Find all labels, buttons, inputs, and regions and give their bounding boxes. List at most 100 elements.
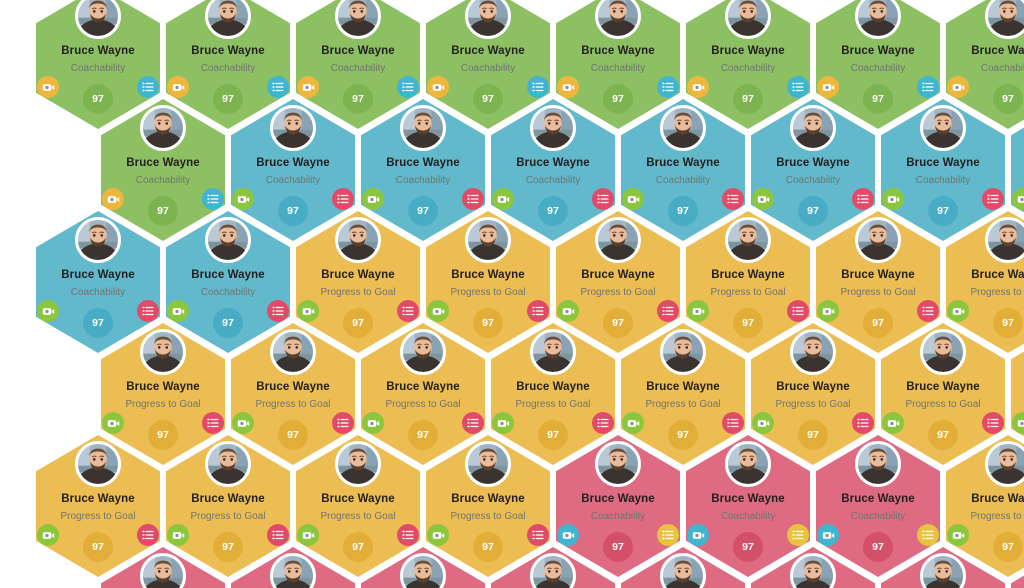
- avatar[interactable]: [270, 329, 316, 375]
- camera-badge-button[interactable]: [232, 188, 254, 210]
- camera-badge-button[interactable]: [362, 412, 384, 434]
- avatar[interactable]: [335, 0, 381, 39]
- camera-badge-button[interactable]: [297, 300, 319, 322]
- avatar[interactable]: [855, 217, 901, 263]
- score-badge[interactable]: 97: [928, 196, 958, 226]
- score-badge[interactable]: 97: [213, 532, 243, 562]
- score-badge[interactable]: 97: [928, 420, 958, 450]
- camera-badge-button[interactable]: [752, 412, 774, 434]
- score-badge[interactable]: 97: [213, 308, 243, 338]
- avatar[interactable]: [855, 0, 901, 39]
- camera-badge-button[interactable]: [817, 76, 839, 98]
- list-badge-button[interactable]: [267, 524, 289, 546]
- list-badge-button[interactable]: [267, 76, 289, 98]
- avatar[interactable]: [985, 217, 1024, 263]
- list-badge-button[interactable]: [137, 524, 159, 546]
- score-badge[interactable]: 97: [733, 84, 763, 114]
- list-badge-button[interactable]: [657, 76, 679, 98]
- list-badge-button[interactable]: [397, 524, 419, 546]
- list-badge-button[interactable]: [202, 412, 224, 434]
- camera-badge-button[interactable]: [687, 300, 709, 322]
- avatar[interactable]: [790, 329, 836, 375]
- camera-badge-button[interactable]: [492, 188, 514, 210]
- avatar[interactable]: [660, 553, 706, 588]
- camera-badge-button[interactable]: [947, 76, 969, 98]
- score-badge[interactable]: 97: [993, 84, 1023, 114]
- avatar[interactable]: [270, 105, 316, 151]
- list-badge-button[interactable]: [657, 524, 679, 546]
- camera-badge-button[interactable]: [427, 300, 449, 322]
- avatar[interactable]: [400, 553, 446, 588]
- list-badge-button[interactable]: [917, 300, 939, 322]
- score-badge[interactable]: 97: [408, 420, 438, 450]
- list-badge-button[interactable]: [982, 188, 1004, 210]
- list-badge-button[interactable]: [982, 412, 1004, 434]
- list-badge-button[interactable]: [787, 300, 809, 322]
- camera-badge-button[interactable]: [882, 412, 904, 434]
- camera-badge-button[interactable]: [947, 300, 969, 322]
- score-badge[interactable]: 97: [148, 420, 178, 450]
- score-badge[interactable]: 97: [343, 308, 373, 338]
- camera-badge-button[interactable]: [362, 188, 384, 210]
- avatar[interactable]: [400, 105, 446, 151]
- avatar[interactable]: [75, 217, 121, 263]
- camera-badge-button[interactable]: [167, 76, 189, 98]
- score-badge[interactable]: 97: [603, 308, 633, 338]
- camera-badge-button[interactable]: [687, 524, 709, 546]
- avatar[interactable]: [790, 105, 836, 151]
- camera-badge-button[interactable]: [752, 188, 774, 210]
- avatar[interactable]: [465, 217, 511, 263]
- list-badge-button[interactable]: [787, 524, 809, 546]
- avatar[interactable]: [140, 105, 186, 151]
- avatar[interactable]: [920, 329, 966, 375]
- list-badge-button[interactable]: [592, 412, 614, 434]
- avatar[interactable]: [530, 553, 576, 588]
- score-badge[interactable]: 97: [148, 196, 178, 226]
- camera-badge-button[interactable]: [817, 524, 839, 546]
- camera-badge-button[interactable]: [167, 524, 189, 546]
- score-badge[interactable]: 97: [343, 532, 373, 562]
- score-badge[interactable]: 97: [408, 196, 438, 226]
- list-badge-button[interactable]: [657, 300, 679, 322]
- avatar[interactable]: [530, 329, 576, 375]
- list-badge-button[interactable]: [137, 76, 159, 98]
- avatar[interactable]: [595, 217, 641, 263]
- list-badge-button[interactable]: [722, 412, 744, 434]
- avatar[interactable]: [920, 105, 966, 151]
- score-badge[interactable]: 97: [798, 196, 828, 226]
- list-badge-button[interactable]: [852, 412, 874, 434]
- avatar[interactable]: [205, 217, 251, 263]
- score-badge[interactable]: 97: [213, 84, 243, 114]
- list-badge-button[interactable]: [332, 412, 354, 434]
- camera-badge-button[interactable]: [37, 524, 59, 546]
- score-badge[interactable]: 97: [863, 84, 893, 114]
- avatar[interactable]: [985, 0, 1024, 39]
- camera-badge-button[interactable]: [557, 524, 579, 546]
- camera-badge-button[interactable]: [492, 412, 514, 434]
- camera-badge-button[interactable]: [947, 524, 969, 546]
- score-badge[interactable]: 97: [278, 196, 308, 226]
- camera-badge-button[interactable]: [622, 188, 644, 210]
- score-badge[interactable]: 97: [473, 84, 503, 114]
- score-badge[interactable]: 97: [538, 420, 568, 450]
- score-badge[interactable]: 97: [668, 420, 698, 450]
- camera-badge-button[interactable]: [297, 76, 319, 98]
- camera-badge-button[interactable]: [37, 300, 59, 322]
- avatar[interactable]: [660, 105, 706, 151]
- score-badge[interactable]: 97: [83, 308, 113, 338]
- avatar[interactable]: [335, 217, 381, 263]
- list-badge-button[interactable]: [137, 300, 159, 322]
- score-badge[interactable]: 97: [993, 532, 1023, 562]
- score-badge[interactable]: 97: [668, 196, 698, 226]
- avatar[interactable]: [660, 329, 706, 375]
- score-badge[interactable]: 97: [993, 308, 1023, 338]
- score-badge[interactable]: 97: [733, 308, 763, 338]
- avatar[interactable]: [530, 105, 576, 151]
- score-badge[interactable]: 97: [83, 532, 113, 562]
- list-badge-button[interactable]: [917, 76, 939, 98]
